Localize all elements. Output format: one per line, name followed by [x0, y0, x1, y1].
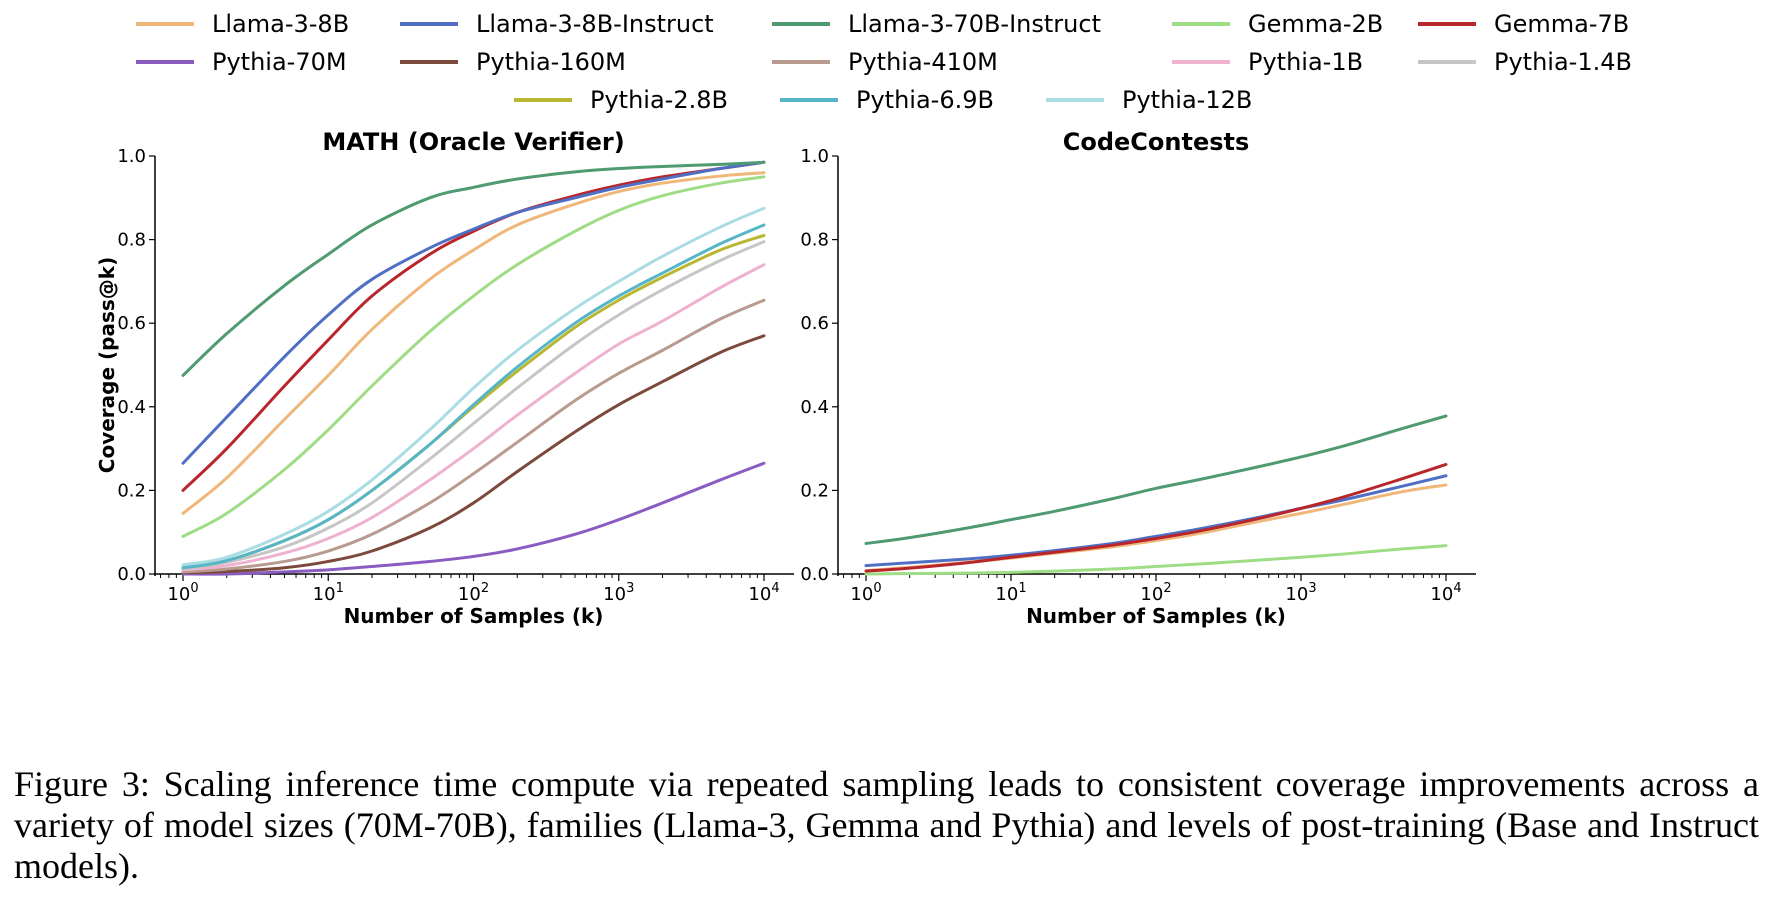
- legend-label: Llama-3-8B-Instruct: [476, 10, 714, 38]
- legend-label: Pythia-160M: [476, 48, 626, 76]
- legend-item: Pythia-6.9B: [780, 82, 994, 118]
- legend-item: Pythia-70M: [136, 44, 347, 80]
- legend-item: Pythia-12B: [1046, 82, 1252, 118]
- y-tick-label: 0.4: [800, 397, 829, 418]
- y-tick-label: 0.2: [117, 480, 146, 501]
- legend-item: Pythia-410M: [772, 44, 998, 80]
- series-line: [181, 263, 766, 572]
- y-tick-label: 0.8: [800, 230, 829, 251]
- legend-label: Llama-3-8B: [212, 10, 350, 38]
- y-tick-label: 1.0: [117, 146, 146, 167]
- x-axis-label: Number of Samples (k): [344, 604, 604, 628]
- legend-swatch: [772, 60, 830, 64]
- series-line: [181, 160, 766, 377]
- series-line: [181, 461, 766, 576]
- legend-item: Llama-3-8B-Instruct: [400, 6, 714, 42]
- y-tick-label: 0.6: [117, 313, 146, 334]
- legend-swatch: [136, 60, 194, 64]
- x-tick-label: 104: [748, 581, 779, 605]
- legend-item: Gemma-7B: [1418, 6, 1629, 42]
- series-line: [864, 414, 1448, 545]
- y-tick-label: 1.0: [800, 146, 829, 167]
- x-tick-label: 101: [995, 581, 1026, 605]
- series-line: [181, 206, 766, 567]
- x-tick-label: 102: [1140, 581, 1171, 605]
- x-tick-label: 100: [167, 581, 198, 605]
- legend-swatch: [1418, 22, 1476, 26]
- series-line: [181, 223, 766, 570]
- chart-title: CodeContests: [1063, 130, 1250, 156]
- legend-swatch: [1172, 60, 1230, 64]
- y-tick-label: 0.8: [117, 230, 146, 251]
- legend-label: Pythia-2.8B: [590, 86, 728, 114]
- x-tick-label: 100: [850, 581, 881, 605]
- series-line: [181, 160, 766, 465]
- legend-item: Pythia-1.4B: [1418, 44, 1632, 80]
- legend-item: Pythia-1B: [1172, 44, 1363, 80]
- y-axis-label: Coverage (pass@k): [95, 257, 119, 473]
- legend-swatch: [400, 22, 458, 26]
- legend-label: Pythia-1B: [1248, 48, 1364, 76]
- legend-item: Pythia-160M: [400, 44, 626, 80]
- series-line: [181, 175, 766, 538]
- chart-legend: Llama-3-8B Llama-3-8B-Instruct Llama-3-7…: [0, 6, 1766, 118]
- series-line: [181, 240, 766, 571]
- legend-label: Gemma-7B: [1494, 10, 1630, 38]
- y-tick-label: 0.2: [800, 480, 829, 501]
- legend-swatch: [772, 22, 830, 26]
- x-tick-label: 102: [458, 581, 489, 605]
- chart-panel-2: CodeContests 0.0 0.2 0.4 0.6 0.8 1.0 100 101 102 1…: [800, 130, 1476, 628]
- x-tick-label: 104: [1430, 581, 1461, 605]
- chart-title: MATH (Oracle Verifier): [322, 130, 624, 156]
- legend-swatch: [1046, 98, 1104, 102]
- chart-panel-1: MATH (Oracle Verifier) 0.0 0.2 0.4 0.6 0.8 1.0…: [95, 130, 794, 628]
- legend-label: Llama-3-70B-Instruct: [848, 10, 1101, 38]
- series-line: [864, 474, 1448, 568]
- y-tick-label: 0.6: [800, 313, 829, 334]
- legend-item: Pythia-2.8B: [514, 82, 728, 118]
- x-tick-label: 103: [1285, 581, 1316, 605]
- legend-label: Pythia-70M: [212, 48, 347, 76]
- series-line: [181, 334, 766, 575]
- series-line: [181, 171, 766, 515]
- legend-swatch: [1418, 60, 1476, 64]
- legend-item: Llama-3-8B: [136, 6, 349, 42]
- legend-label: Gemma-2B: [1248, 10, 1384, 38]
- series-line: [181, 298, 766, 574]
- legend-label: Pythia-6.9B: [856, 86, 994, 114]
- series-line: [864, 544, 1448, 576]
- x-tick-label: 101: [313, 581, 344, 605]
- legend-swatch: [514, 98, 572, 102]
- legend-label: Pythia-1.4B: [1494, 48, 1632, 76]
- legend-item: Llama-3-70B-Instruct: [772, 6, 1101, 42]
- legend-swatch: [400, 60, 458, 64]
- figure-caption: Figure 3: Scaling inference time compute…: [14, 764, 1759, 886]
- x-tick-label: 103: [603, 581, 634, 605]
- series-line: [864, 462, 1448, 573]
- legend-label: Pythia-410M: [848, 48, 998, 76]
- y-tick-label: 0.0: [117, 564, 146, 585]
- y-tick-label: 0.0: [800, 564, 829, 585]
- charts-figure: MATH (Oracle Verifier) 0.0 0.2 0.4 0.6 0.8 1.0…: [95, 130, 1476, 628]
- series-line: [181, 160, 766, 492]
- x-axis-label: Number of Samples (k): [1026, 604, 1286, 628]
- legend-item: Gemma-2B: [1172, 6, 1383, 42]
- legend-swatch: [136, 22, 194, 26]
- legend-swatch: [780, 98, 838, 102]
- legend-swatch: [1172, 22, 1230, 26]
- y-tick-label: 0.4: [117, 397, 146, 418]
- legend-label: Pythia-12B: [1122, 86, 1253, 114]
